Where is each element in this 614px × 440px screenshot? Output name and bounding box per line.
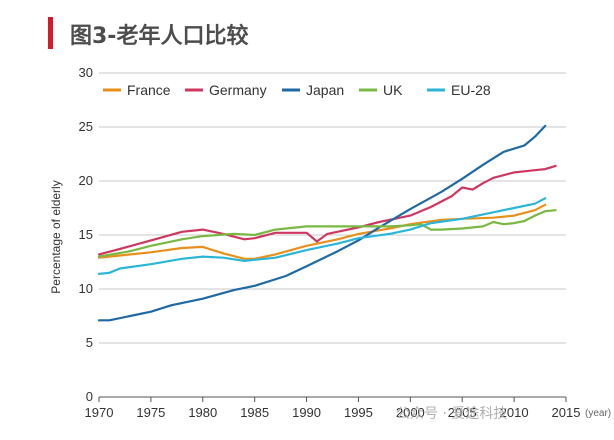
legend-label: Japan	[306, 82, 344, 98]
series-line-uk	[97, 209, 557, 258]
grid-lines	[99, 72, 566, 398]
series-line-eu-28	[97, 197, 547, 275]
legend-label: UK	[383, 82, 403, 98]
x-tick-label: 1970	[85, 405, 114, 420]
x-axis-unit-label: (year)	[585, 408, 611, 419]
x-tick-label: 1975	[136, 405, 165, 420]
y-tick-label: 15	[79, 227, 93, 242]
legend-item-eu-28: EU-28	[427, 82, 491, 98]
page-title: 图3-老年人口比较	[70, 24, 249, 49]
y-axis-label: Percentage of elderly	[49, 180, 63, 293]
legend-item-germany: Germany	[185, 82, 267, 98]
x-tick-label: 2000	[396, 405, 425, 420]
x-tick-label: 1985	[240, 405, 269, 420]
legend-label: Germany	[209, 82, 267, 98]
legend-item-japan: Japan	[282, 82, 344, 98]
legend: France Germany Japan UK EU-28	[103, 82, 491, 98]
series-line-france	[97, 203, 547, 260]
x-tick-label: 1990	[292, 405, 321, 420]
title-accent-bar	[48, 17, 53, 49]
y-tick-label: 20	[79, 173, 93, 188]
y-axis-ticks: 0 5 10 15 20 25 30	[79, 65, 93, 404]
legend-label: France	[127, 82, 171, 98]
x-axis-ticks: 1970 1975 1980 1985 1990 1995 2000 2005 2010 2015	[85, 397, 581, 420]
y-tick-label: 30	[79, 65, 93, 80]
y-tick-label: 0	[86, 389, 93, 404]
x-tick-label: 2010	[500, 405, 529, 420]
y-tick-label: 5	[86, 335, 93, 350]
legend-item-france: France	[103, 82, 171, 98]
legend-label: EU-28	[451, 82, 491, 98]
watermark-text: 公众号 · 爱途科技	[396, 405, 507, 422]
x-tick-label: 2005	[448, 405, 477, 420]
series-line-japan	[97, 124, 547, 322]
legend-item-uk: UK	[359, 82, 403, 98]
series-lines	[97, 124, 557, 322]
x-tick-label: 1995	[344, 405, 373, 420]
x-tick-label: 2015	[552, 405, 581, 420]
series-line-germany	[97, 164, 557, 256]
y-tick-label: 10	[79, 281, 93, 296]
y-tick-label: 25	[79, 119, 93, 134]
x-tick-label: 1980	[188, 405, 217, 420]
